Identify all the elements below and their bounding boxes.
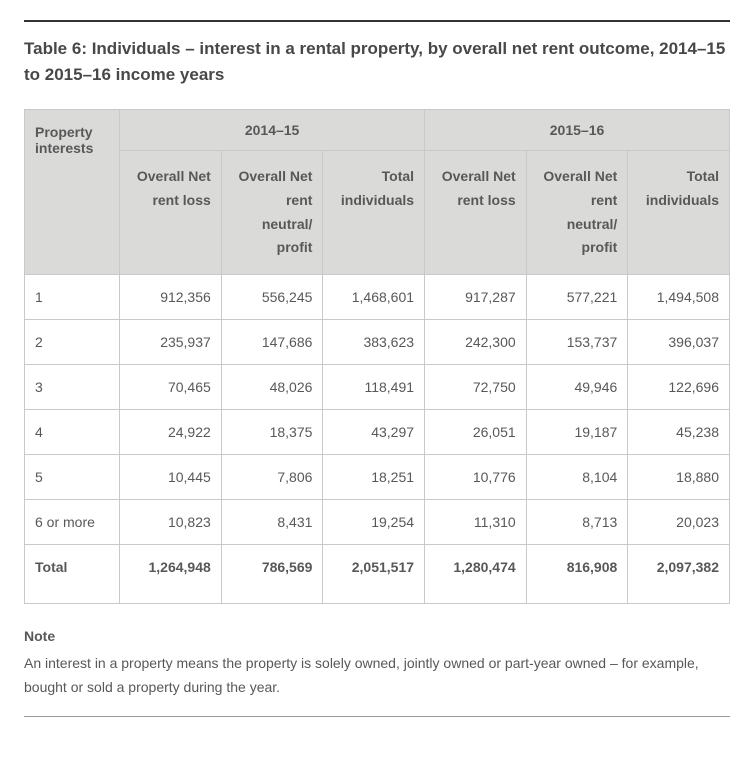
cell: 18,375 — [221, 410, 323, 455]
cell: 577,221 — [526, 275, 628, 320]
table-row: 2 235,937 147,686 383,623 242,300 153,73… — [25, 320, 730, 365]
cell: 8,104 — [526, 455, 628, 500]
table-body: 1 912,356 556,245 1,468,601 917,287 577,… — [25, 275, 730, 604]
row-label: 5 — [25, 455, 120, 500]
cell: 49,946 — [526, 365, 628, 410]
table-row: 4 24,922 18,375 43,297 26,051 19,187 45,… — [25, 410, 730, 455]
cell: 26,051 — [425, 410, 527, 455]
cell: 1,468,601 — [323, 275, 425, 320]
table-title: Table 6: Individuals – interest in a ren… — [24, 36, 730, 87]
col-header-loss-14: Overall Net rent loss — [120, 151, 222, 275]
cell: 45,238 — [628, 410, 730, 455]
col-header-neutral-14: Overall Net rent neutral/ profit — [221, 151, 323, 275]
col-header-row: Overall Net rent loss Overall Net rent n… — [25, 151, 730, 275]
cell: 20,023 — [628, 500, 730, 545]
cell: 556,245 — [221, 275, 323, 320]
total-cell: 2,097,382 — [628, 545, 730, 604]
cell: 48,026 — [221, 365, 323, 410]
note-text: An interest in a property means the prop… — [24, 652, 730, 700]
cell: 8,713 — [526, 500, 628, 545]
row-label: 2 — [25, 320, 120, 365]
table-row: 5 10,445 7,806 18,251 10,776 8,104 18,88… — [25, 455, 730, 500]
row-label: 3 — [25, 365, 120, 410]
cell: 18,880 — [628, 455, 730, 500]
year-header-2015-16: 2015–16 — [425, 110, 730, 151]
cell: 122,696 — [628, 365, 730, 410]
cell: 118,491 — [323, 365, 425, 410]
total-cell: 1,264,948 — [120, 545, 222, 604]
cell: 153,737 — [526, 320, 628, 365]
cell: 912,356 — [120, 275, 222, 320]
table-row: 1 912,356 556,245 1,468,601 917,287 577,… — [25, 275, 730, 320]
table-row: 6 or more 10,823 8,431 19,254 11,310 8,7… — [25, 500, 730, 545]
year-header-2014-15: 2014–15 — [120, 110, 425, 151]
total-cell: 2,051,517 — [323, 545, 425, 604]
cell: 7,806 — [221, 455, 323, 500]
cell: 10,823 — [120, 500, 222, 545]
cell: 1,494,508 — [628, 275, 730, 320]
col-header-property: Property interests — [25, 110, 120, 275]
note-section: Note An interest in a property means the… — [24, 628, 730, 700]
cell: 235,937 — [120, 320, 222, 365]
row-label: 1 — [25, 275, 120, 320]
cell: 11,310 — [425, 500, 527, 545]
cell: 18,251 — [323, 455, 425, 500]
cell: 383,623 — [323, 320, 425, 365]
cell: 19,187 — [526, 410, 628, 455]
col-header-total-14: Total individuals — [323, 151, 425, 275]
cell: 19,254 — [323, 500, 425, 545]
col-header-loss-15: Overall Net rent loss — [425, 151, 527, 275]
row-label: 4 — [25, 410, 120, 455]
cell: 43,297 — [323, 410, 425, 455]
row-label: 6 or more — [25, 500, 120, 545]
cell: 147,686 — [221, 320, 323, 365]
cell: 242,300 — [425, 320, 527, 365]
total-cell: 786,569 — [221, 545, 323, 604]
bottom-rule — [24, 716, 730, 717]
data-table: Property interests 2014–15 2015–16 Overa… — [24, 109, 730, 604]
cell: 72,750 — [425, 365, 527, 410]
cell: 70,465 — [120, 365, 222, 410]
year-header-row: Property interests 2014–15 2015–16 — [25, 110, 730, 151]
top-rule — [24, 20, 730, 22]
total-cell: 1,280,474 — [425, 545, 527, 604]
total-label: Total — [25, 545, 120, 604]
total-cell: 816,908 — [526, 545, 628, 604]
cell: 8,431 — [221, 500, 323, 545]
cell: 396,037 — [628, 320, 730, 365]
total-row: Total 1,264,948 786,569 2,051,517 1,280,… — [25, 545, 730, 604]
col-header-total-15: Total individuals — [628, 151, 730, 275]
cell: 10,776 — [425, 455, 527, 500]
cell: 10,445 — [120, 455, 222, 500]
col-header-neutral-15: Overall Net rent neutral/ profit — [526, 151, 628, 275]
cell: 917,287 — [425, 275, 527, 320]
table-row: 3 70,465 48,026 118,491 72,750 49,946 12… — [25, 365, 730, 410]
cell: 24,922 — [120, 410, 222, 455]
note-heading: Note — [24, 628, 730, 644]
